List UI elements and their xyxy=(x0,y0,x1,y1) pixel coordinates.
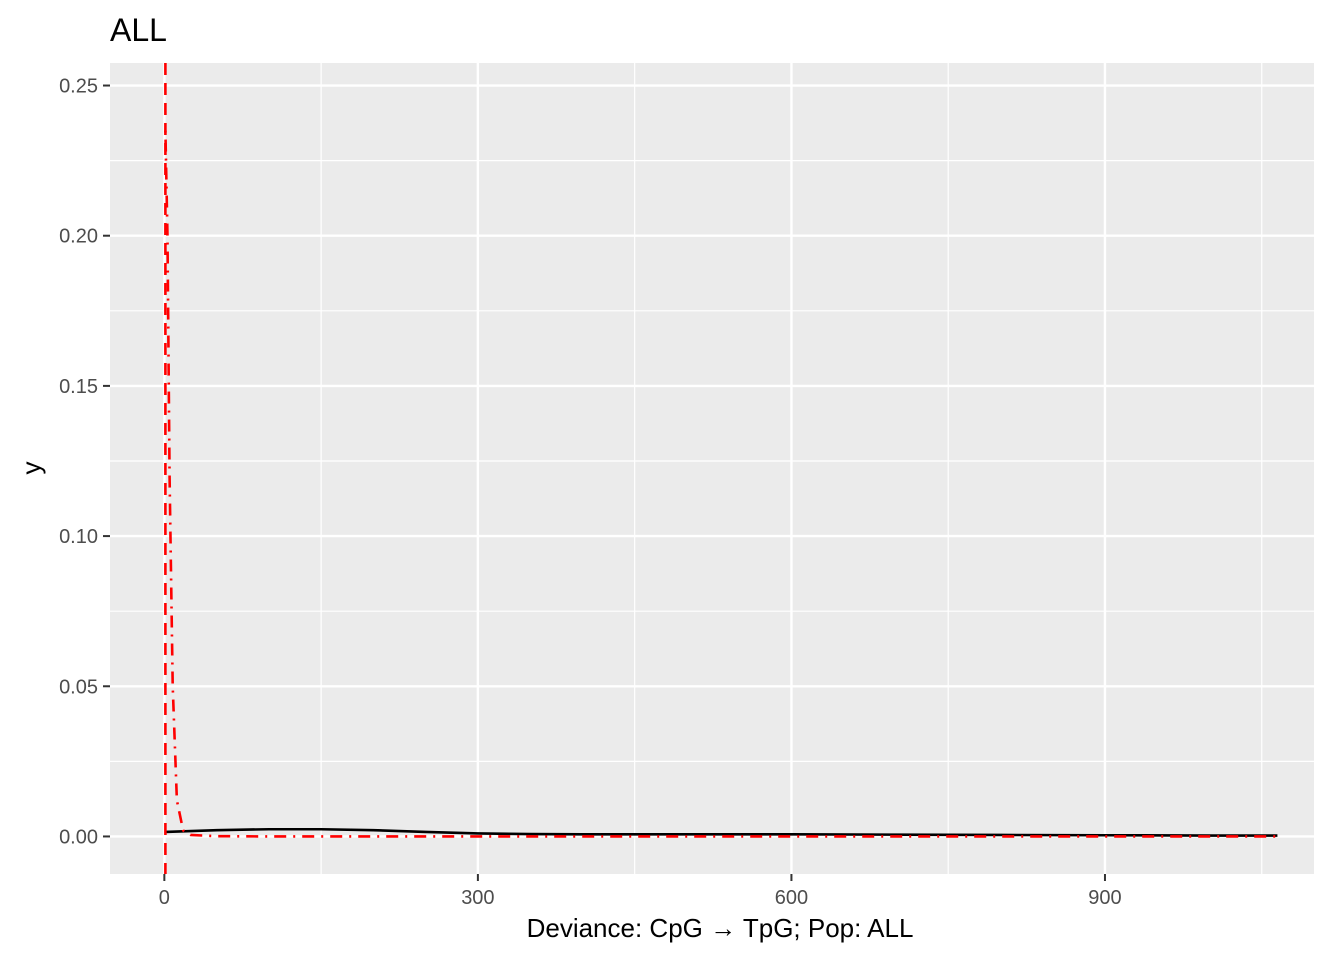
y-axis-title: y xyxy=(16,462,46,475)
series-line-2 xyxy=(164,130,1278,838)
y-tick-label: 0.25 xyxy=(59,76,98,98)
x-tick-label: 300 xyxy=(461,887,494,909)
x-tick-label: 0 xyxy=(159,887,170,909)
x-axis-title: Deviance: CpG → TpG; Pop: ALL xyxy=(527,913,914,943)
chart-title: ALL xyxy=(110,12,167,48)
x-tick-label: 900 xyxy=(1088,887,1121,909)
x-tick-label: 600 xyxy=(775,887,808,909)
x-axis: 0 300 600 900 xyxy=(159,874,1122,909)
y-tick-label: 0.15 xyxy=(59,376,98,398)
series-layer xyxy=(164,63,1278,874)
y-axis: 0.00 0.05 0.10 0.15 0.20 0.25 xyxy=(59,76,110,848)
plot-panel xyxy=(110,63,1314,874)
y-tick-label: 0.05 xyxy=(59,676,98,698)
y-tick-label: 0.10 xyxy=(59,526,98,548)
y-tick-label: 0.00 xyxy=(59,826,98,848)
grid-minor xyxy=(110,63,1314,874)
series-line-1 xyxy=(165,827,1278,837)
y-tick-label: 0.20 xyxy=(59,226,98,248)
